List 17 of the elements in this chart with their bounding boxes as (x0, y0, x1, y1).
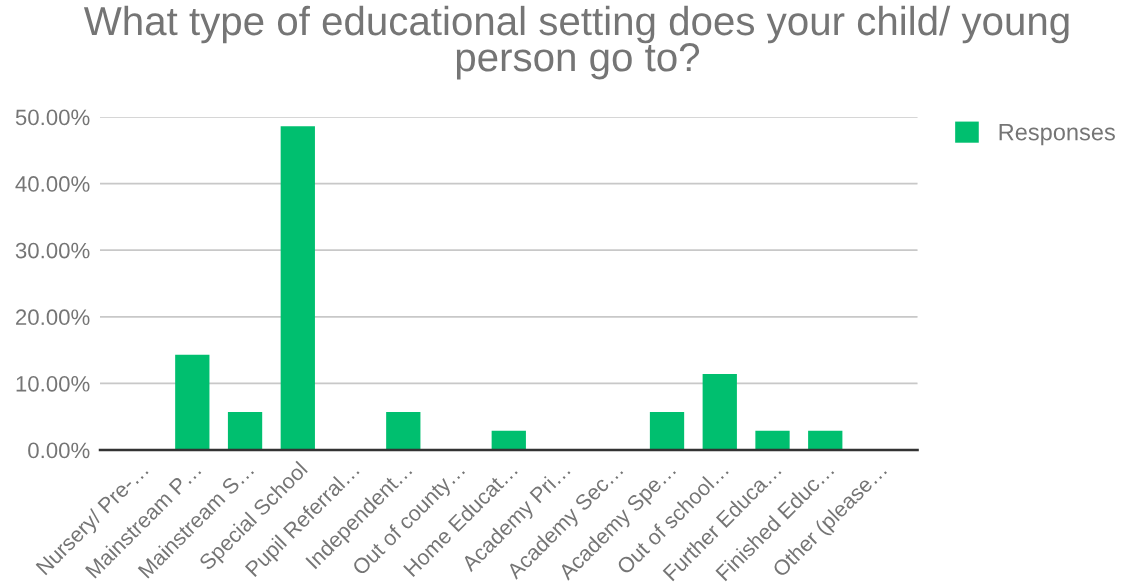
bar (649, 412, 685, 450)
legend-label: Responses (999, 123, 1115, 146)
bar (227, 412, 263, 450)
y-tick-label: 50.00% (15, 109, 90, 126)
bar (755, 430, 790, 450)
y-tick-label: 0.00% (28, 442, 90, 459)
y-tick-label: 30.00% (15, 242, 90, 259)
y-tick-label: 10.00% (16, 375, 90, 392)
bar (175, 354, 210, 450)
y-tick-label: 20.00% (16, 309, 90, 326)
bar (386, 412, 421, 450)
bar (280, 126, 315, 450)
y-tick-label: 40.00% (15, 176, 90, 192)
bar (808, 430, 843, 450)
bar (491, 430, 526, 450)
chart-title: What type of educational setting does your child/ young person go to? (83, 5, 1069, 80)
bar (702, 374, 737, 450)
